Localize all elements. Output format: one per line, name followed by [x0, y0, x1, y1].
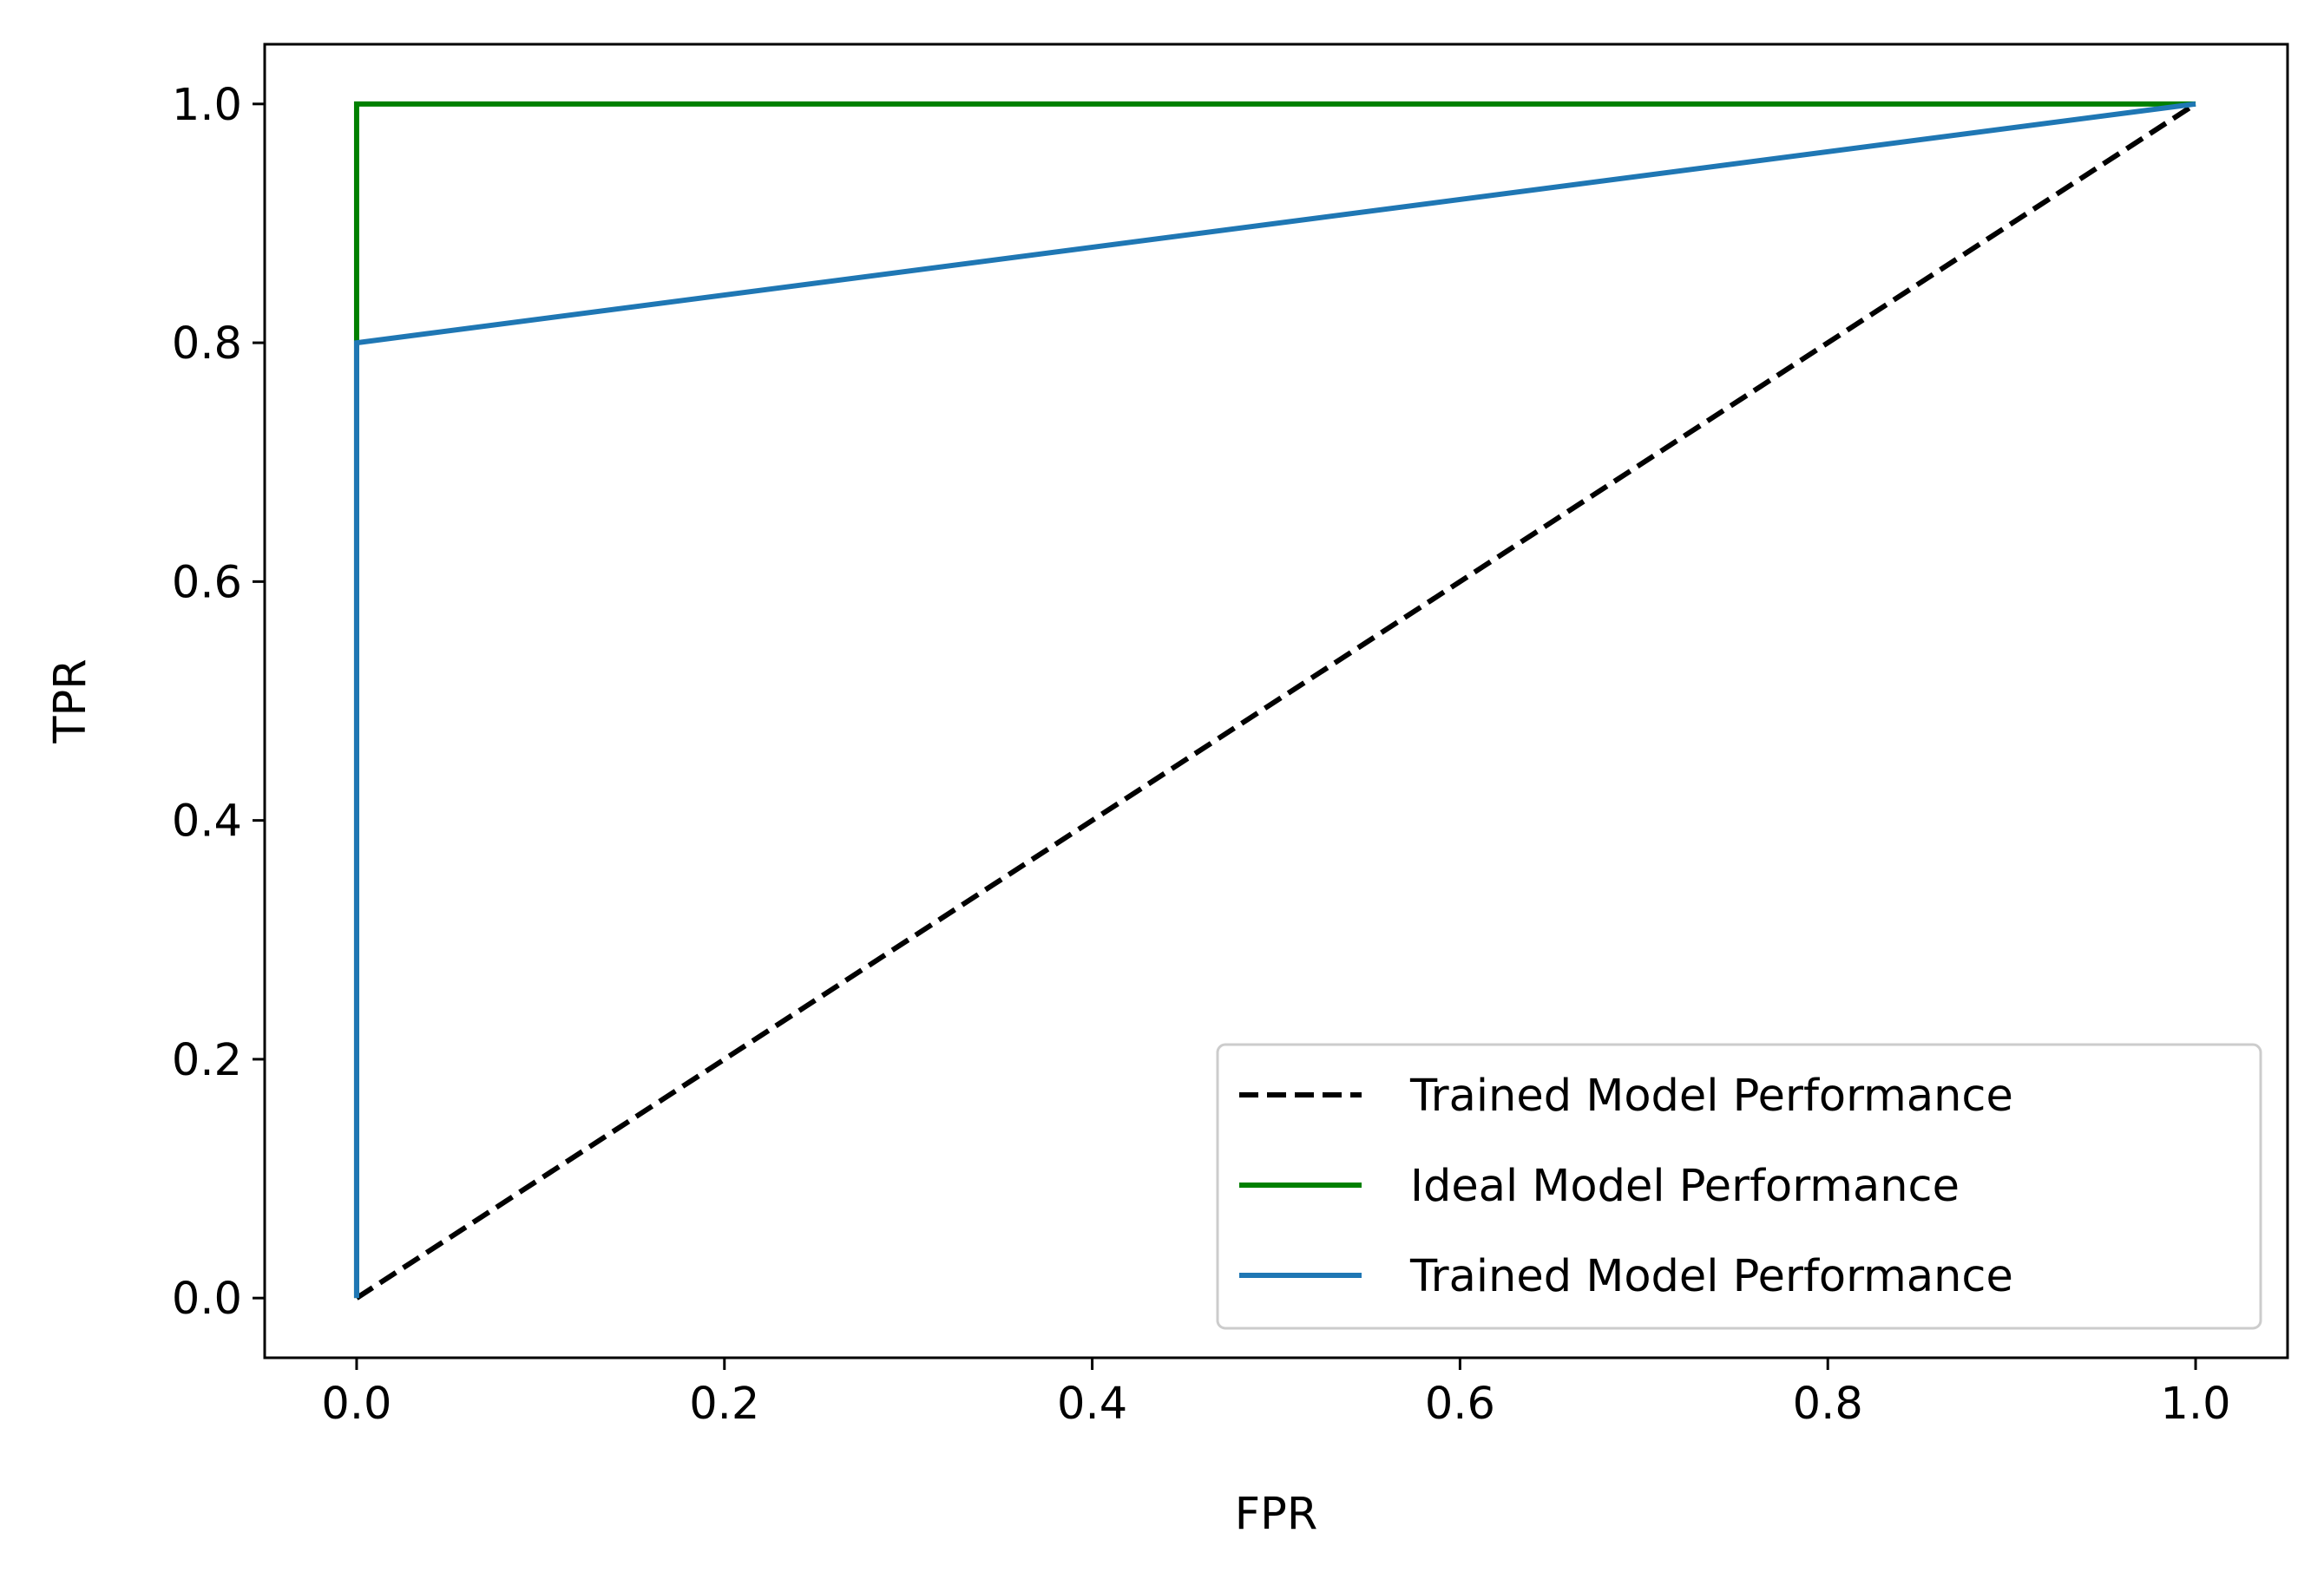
series-line-0 — [355, 102, 2197, 1301]
x-tick-label: 0.0 — [321, 1379, 391, 1430]
legend-box — [1216, 1043, 2262, 1330]
x-tick-label: 0.8 — [1793, 1379, 1863, 1430]
legend-label-1: Ideal Model Performance — [1410, 1161, 1960, 1212]
x-tick-label: 0.2 — [689, 1379, 759, 1430]
x-tick-label: 0.6 — [1425, 1379, 1495, 1430]
y-axis-label: TPR — [45, 658, 96, 744]
x-tick-label: 0.4 — [1057, 1379, 1127, 1430]
legend-label-0: Trained Model Performance — [1409, 1071, 2013, 1122]
y-tick-label: 0.8 — [172, 318, 242, 370]
y-tick-label: 0.0 — [172, 1274, 242, 1325]
y-tick-label: 0.4 — [172, 796, 242, 848]
x-axis-label: FPR — [1235, 1489, 1318, 1540]
series-line-2 — [353, 101, 2196, 1299]
y-tick-label: 1.0 — [172, 80, 242, 131]
y-tick-label: 0.2 — [172, 1035, 242, 1086]
legend: Trained Model Performance Ideal Model Per… — [1216, 1043, 2262, 1330]
y-tick-label: 0.6 — [172, 557, 242, 608]
axes-frame — [263, 43, 2289, 1360]
x-tick-label: 1.0 — [2160, 1379, 2230, 1430]
axes: 0.0 0.2 0.4 0.6 0.8 1.0 0.0 0.2 0.4 0.6 0.8 1.0 — [172, 43, 2289, 1430]
legend-label-2: Trained Model Performance — [1409, 1251, 2013, 1302]
